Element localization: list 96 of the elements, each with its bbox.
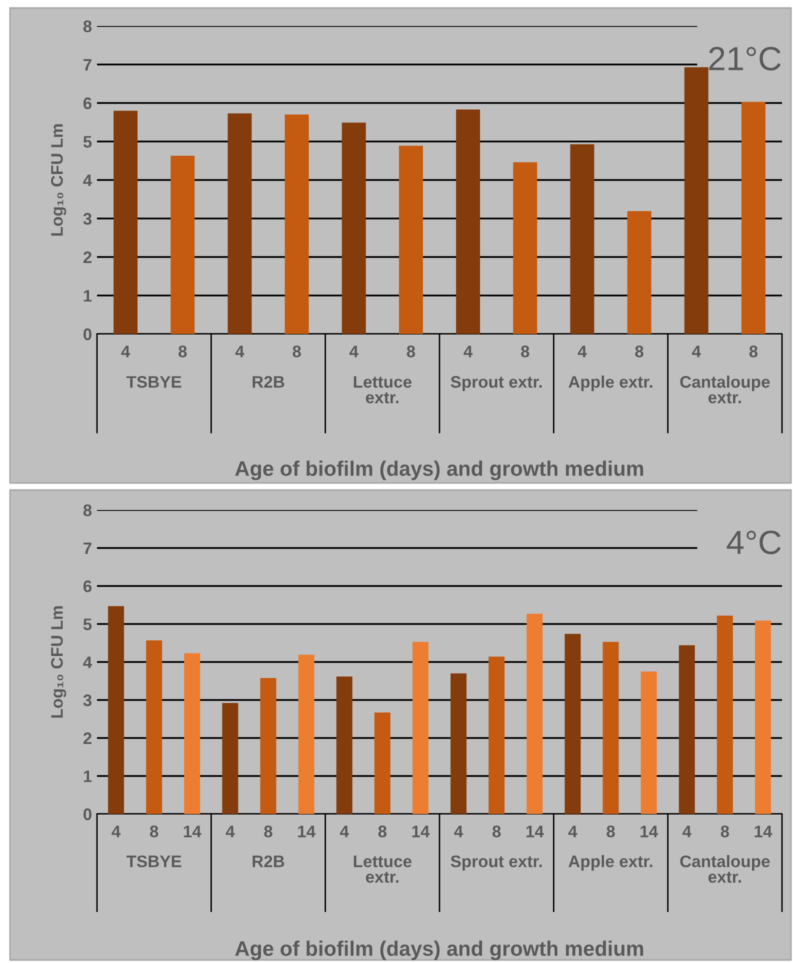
bar <box>284 114 309 334</box>
y-tick-label: 6 <box>83 97 92 110</box>
y-tick-label: 4 <box>83 656 92 668</box>
x-tick-label: 8 <box>150 826 158 838</box>
x-tick-label: 8 <box>635 346 644 358</box>
y-tick-label: 1 <box>84 290 92 302</box>
text: Cantaloupe extr. <box>680 376 770 404</box>
bar <box>398 146 423 334</box>
bar <box>564 634 581 814</box>
bar <box>114 110 138 334</box>
y-axis-title: Log₁₀ CFU Lm <box>51 606 66 718</box>
bar <box>754 620 771 814</box>
x-tick-label: 4 <box>568 826 578 838</box>
bar <box>342 122 366 334</box>
x-axis-title: Age of biofilm (days) and growth medium <box>235 460 644 480</box>
x-tick-label: 8 <box>378 826 387 838</box>
x-tick-label: 14 <box>526 826 544 838</box>
x-tick-label: 8 <box>178 346 187 358</box>
x-tick-label: 4 <box>226 826 235 838</box>
bar <box>170 156 195 334</box>
bar <box>374 712 390 814</box>
text: TSBYE <box>126 855 182 868</box>
x-tick-label: 8 <box>720 826 730 838</box>
x-tick-label: 8 <box>606 826 615 838</box>
bar <box>513 162 538 334</box>
bar <box>741 102 766 334</box>
y-tick-label: 0 <box>84 808 92 820</box>
bar <box>456 110 480 334</box>
bar <box>627 211 652 334</box>
x-tick-label: 14 <box>640 826 658 838</box>
y-tick-label: 3 <box>83 212 92 225</box>
bar <box>640 672 657 814</box>
y-tick-label: 8 <box>83 20 92 32</box>
y-tick-label: 8 <box>83 504 92 516</box>
bar <box>450 673 467 814</box>
x-tick-label: 4 <box>235 346 244 358</box>
x-tick-label: 4 <box>340 826 349 838</box>
bar <box>412 642 428 814</box>
text: Lettuce extr. <box>354 856 412 883</box>
text: Apple extr. <box>568 376 652 392</box>
y-axis-title: Log₁₀ CFU Lm <box>51 124 66 236</box>
bar <box>146 640 162 814</box>
x-tick-label: 8 <box>292 346 301 358</box>
x-tick-label: 14 <box>184 826 202 838</box>
text: R2B <box>252 376 284 388</box>
x-tick-label: 4 <box>578 346 587 358</box>
text: R2B <box>252 855 284 868</box>
x-axis-title: Age of biofilm (days) and growth medium <box>235 940 644 960</box>
x-tick-label: 4 <box>454 826 464 838</box>
y-tick-label: 2 <box>83 732 92 744</box>
bar <box>716 616 733 814</box>
bar <box>336 676 352 814</box>
bar <box>184 653 200 814</box>
bar <box>570 144 594 334</box>
y-tick-label: 6 <box>83 580 92 592</box>
y-tick-label: 0 <box>84 328 92 340</box>
bar <box>602 642 619 814</box>
y-tick-label: 5 <box>83 618 92 630</box>
text: Apple extr. <box>568 855 652 871</box>
annotation: 4°C <box>726 530 781 554</box>
bar <box>678 645 695 814</box>
x-tick-label: 4 <box>682 826 692 838</box>
x-tick-label: 4 <box>112 826 121 838</box>
text: Sprout extr. <box>450 376 542 392</box>
bar <box>684 67 708 334</box>
y-tick-label: 3 <box>83 694 92 706</box>
bar <box>222 703 238 814</box>
x-tick-label: 8 <box>521 346 530 358</box>
y-tick-label: 7 <box>84 542 92 554</box>
y-tick-label: 7 <box>84 59 92 71</box>
bar <box>298 654 314 814</box>
bar <box>526 614 543 814</box>
x-tick-label: 4 <box>121 346 130 358</box>
bar <box>260 678 276 814</box>
text: Lettuce extr. <box>354 376 412 404</box>
bar <box>228 113 252 334</box>
y-tick-label: 1 <box>84 770 92 782</box>
x-tick-label: 8 <box>492 826 501 838</box>
x-tick-label: 8 <box>264 826 272 838</box>
x-tick-label: 8 <box>406 346 416 358</box>
y-tick-label: 5 <box>83 136 92 148</box>
x-tick-label: 4 <box>692 346 701 358</box>
text: TSBYE <box>126 376 182 388</box>
y-tick-label: 2 <box>83 251 92 264</box>
x-tick-label: 4 <box>349 346 358 358</box>
x-tick-label: 4 <box>464 346 473 358</box>
bar <box>108 606 124 814</box>
x-tick-label: 14 <box>298 826 316 838</box>
x-tick-label: 14 <box>754 826 772 838</box>
bar <box>488 656 505 814</box>
y-tick-label: 4 <box>83 174 92 186</box>
x-tick-label: 8 <box>749 346 758 358</box>
text: Sprout extr. <box>450 855 542 871</box>
x-tick-label: 14 <box>412 826 430 838</box>
annotation: 21°C <box>709 46 781 71</box>
text: Cantaloupe extr. <box>680 855 770 883</box>
